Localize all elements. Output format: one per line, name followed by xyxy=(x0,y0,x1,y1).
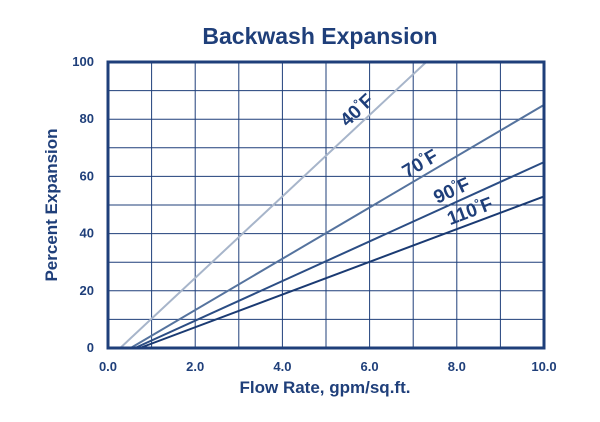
x-axis-label: Flow Rate, gpm/sq.ft. xyxy=(240,378,411,397)
x-tick-label: 2.0 xyxy=(186,359,204,374)
y-axis-label: Percent Expansion xyxy=(42,128,61,281)
x-tick-label: 4.0 xyxy=(273,359,291,374)
x-tick-labels: 0.0 2.0 4.0 6.0 8.0 10.0 xyxy=(99,359,557,374)
series-line-70 xyxy=(130,104,545,349)
series-line-110 xyxy=(139,195,545,349)
y-tick-label: 60 xyxy=(80,168,94,183)
x-tick-label: 10.0 xyxy=(531,359,556,374)
series-line-40 xyxy=(119,61,427,349)
series-line-90 xyxy=(134,161,545,349)
chart-title: Backwash Expansion xyxy=(202,23,437,49)
plot-frame xyxy=(106,60,546,350)
y-tick-label: 100 xyxy=(72,54,94,69)
x-tick-label: 8.0 xyxy=(448,359,466,374)
y-tick-label: 80 xyxy=(80,111,94,126)
x-tick-label: 6.0 xyxy=(361,359,379,374)
series-label-40: 40°F xyxy=(335,89,378,131)
y-tick-labels: 0 20 40 60 80 100 xyxy=(72,54,94,355)
y-tick-label: 40 xyxy=(80,226,94,241)
series-lines xyxy=(119,61,545,349)
y-tick-label: 20 xyxy=(80,283,94,298)
y-tick-label: 0 xyxy=(87,340,94,355)
x-tick-label: 0.0 xyxy=(99,359,117,374)
